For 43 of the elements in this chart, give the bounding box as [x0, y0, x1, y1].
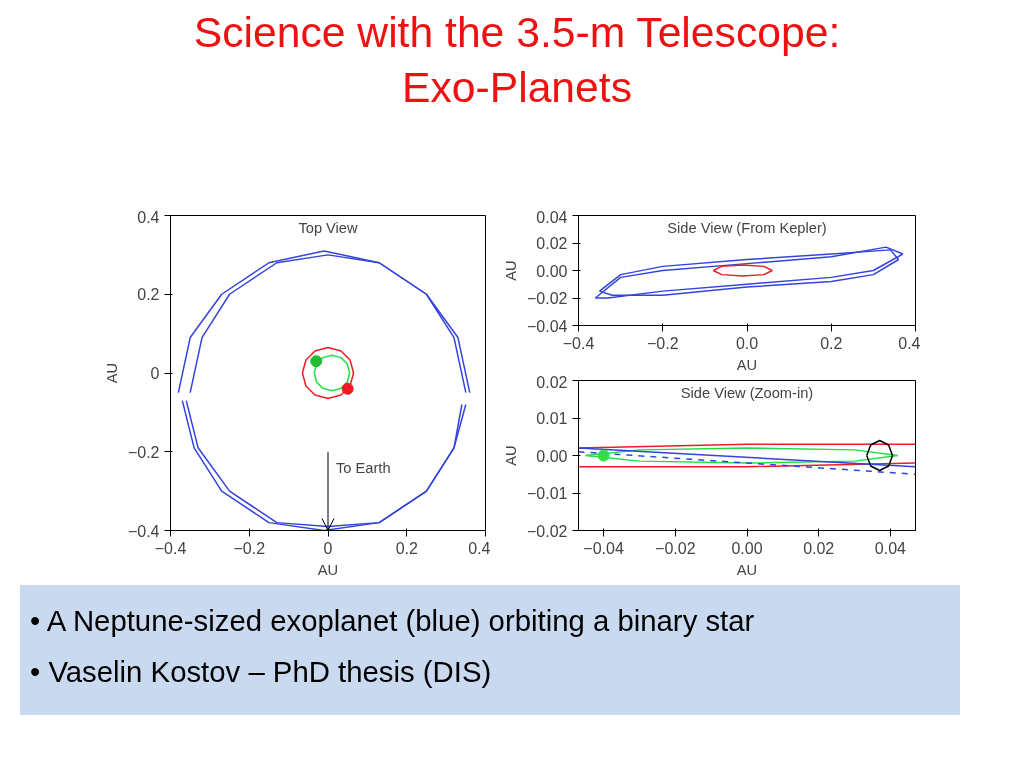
- x-tick-label: 0.04: [874, 539, 907, 557]
- x-tick-label: −0.4: [154, 539, 187, 557]
- x-axis-title: AU: [736, 356, 758, 373]
- y-tick-label: −0.4: [127, 522, 160, 540]
- x-tick-label: 0.4: [468, 539, 491, 557]
- y-tick-label: 0.01: [536, 410, 568, 427]
- text: • A Neptune-sized exoplanet (blue) orbiting a binary star: [30, 604, 755, 637]
- y-axis-title: AU: [103, 362, 120, 384]
- chart-title: Science with the 3.5-m Telescope: Exo-Planets: [192, 7, 842, 114]
- y-tick-label: 0.02: [536, 235, 568, 252]
- x-tick-label: −0.02: [655, 539, 696, 557]
- x-tick-label: 0.0: [735, 334, 759, 352]
- y-axis-title: AU: [503, 445, 520, 466]
- y-tick-label: −0.2: [127, 443, 160, 461]
- y-tick-label: −0.02: [527, 290, 568, 307]
- y-tick-label: 0: [150, 365, 160, 382]
- text: • Vaselin Kostov – PhD thesis (DIS): [30, 655, 492, 689]
- annotation: To Earth: [336, 459, 391, 476]
- x-tick-label: 0.00: [731, 539, 763, 557]
- x-tick-label: 0.2: [820, 334, 843, 352]
- y-tick-label: 0.02: [536, 373, 568, 391]
- y-tick-label: −0.02: [527, 522, 568, 540]
- x-tick-label: 0.4: [898, 334, 921, 352]
- annotation: Side View (Zoom-in): [680, 384, 814, 401]
- x-tick-label: −0.2: [233, 539, 266, 557]
- y-tick-label: −0.04: [527, 317, 568, 335]
- y-tick-label: 0.2: [137, 286, 160, 304]
- x-tick-label: −0.4: [562, 334, 595, 352]
- y-axis-title: AU: [503, 260, 520, 281]
- annotation: Top View: [298, 219, 359, 236]
- x-axis-title: AU: [317, 561, 339, 578]
- annotation: Side View (From Kepler): [667, 219, 827, 236]
- y-tick-label: 0.00: [536, 262, 568, 280]
- y-tick-label: 0.04: [536, 208, 568, 226]
- y-tick-label: 0.4: [137, 208, 160, 226]
- x-tick-label: 0: [323, 539, 333, 557]
- x-axis-title: AU: [736, 561, 758, 578]
- x-tick-label: 0.2: [395, 539, 418, 557]
- x-tick-label: −0.2: [646, 334, 679, 352]
- y-tick-label: −0.01: [527, 485, 568, 502]
- y-tick-label: 0.00: [536, 447, 568, 465]
- x-tick-label: −0.04: [583, 539, 624, 557]
- x-tick-label: 0.02: [803, 539, 835, 557]
